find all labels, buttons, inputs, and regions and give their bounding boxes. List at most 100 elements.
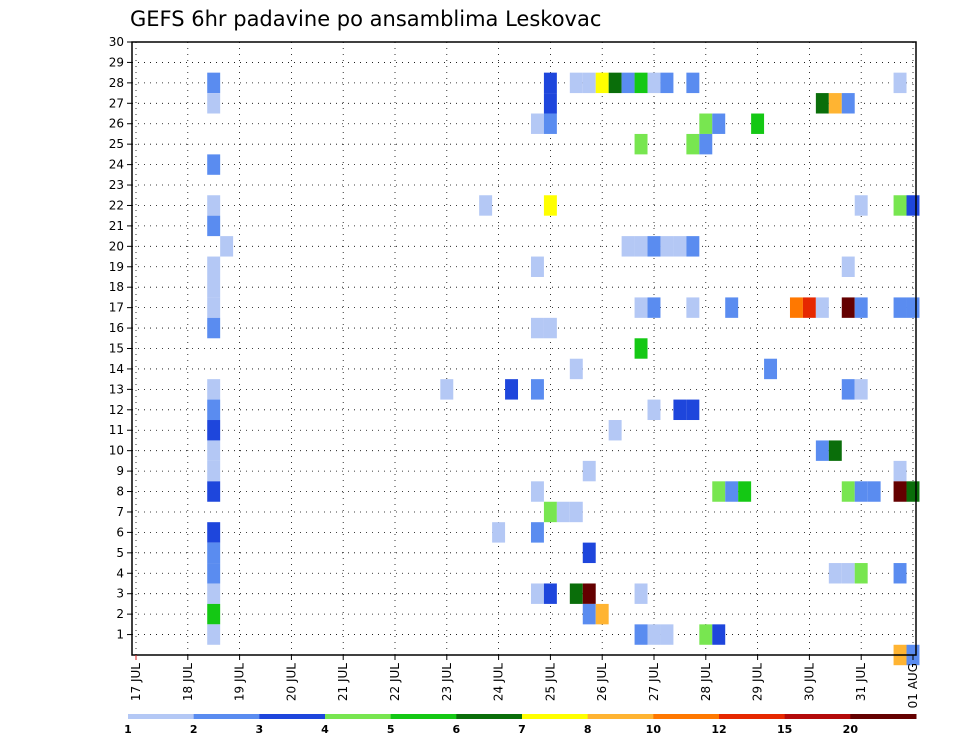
y-tick-label: 27 (109, 96, 124, 110)
heatmap-cell (569, 501, 583, 523)
heatmap-cell (854, 195, 868, 216)
plot-grid (132, 41, 916, 655)
legend-swatch (390, 714, 457, 719)
heatmap-cell (207, 154, 221, 175)
y-tick-label: 7 (116, 505, 124, 519)
y-tick-label: 5 (116, 546, 124, 560)
y-tick-label: 15 (109, 342, 124, 356)
heatmap-cell (530, 113, 544, 134)
heatmap-cell (634, 72, 648, 94)
legend-label: 15 (777, 723, 792, 736)
legend-label: 4 (321, 723, 329, 736)
legend-swatch (850, 714, 917, 719)
heatmap-cell (207, 420, 221, 441)
heatmap-cell (634, 297, 648, 318)
heatmap-cell (751, 113, 765, 134)
x-tick-label: 17 JUL (129, 663, 143, 701)
heatmap-cell (621, 72, 635, 94)
legend-label: 5 (387, 723, 395, 736)
heatmap-cell (686, 236, 700, 257)
heatmap-cell (207, 72, 221, 94)
heatmap-cell (440, 379, 454, 400)
legend-swatch (259, 714, 326, 719)
legend-label: 7 (518, 723, 526, 736)
heatmap-cell (530, 256, 544, 277)
chart-title: GEFS 6hr padavine po ansamblima Leskovac (130, 7, 601, 31)
heatmap-cell (207, 379, 221, 400)
heatmap-cell (543, 113, 557, 134)
y-tick-label: 8 (116, 485, 124, 499)
heatmap-cell (867, 481, 881, 502)
heatmap-cell (207, 297, 221, 318)
heatmap-cell (634, 624, 648, 645)
heatmap-cell (673, 236, 687, 257)
heatmap-cell (906, 297, 920, 318)
legend-label: 3 (256, 723, 264, 736)
heatmap-cell (893, 460, 907, 482)
heatmap-cell (492, 522, 506, 543)
y-tick-label: 20 (109, 239, 124, 253)
heatmap-cell (673, 399, 687, 421)
legend-label: 6 (453, 723, 461, 736)
heatmap-cell (815, 297, 829, 318)
heatmap-cell (207, 93, 221, 114)
y-tick-label: 2 (116, 607, 124, 621)
plot-cells (207, 72, 920, 666)
y-tick-label: 10 (109, 444, 124, 458)
heatmap-cell (712, 113, 726, 134)
legend-swatch (784, 714, 851, 719)
x-tick-label: 28 JUL (699, 663, 713, 701)
heatmap-cell (543, 501, 557, 523)
legend-swatch (193, 714, 260, 719)
legend-label: 20 (843, 723, 859, 736)
y-tick-label: 24 (109, 158, 124, 172)
heatmap-cell (828, 93, 842, 114)
x-tick-label: 19 JUL (233, 663, 247, 701)
y-tick-label: 17 (109, 301, 124, 315)
heatmap-cell (569, 358, 583, 380)
heatmap-cell (530, 317, 544, 339)
heatmap-cell (582, 583, 596, 604)
y-axis-ticks: 1234567891011121314151617181920212223242… (109, 35, 132, 642)
heatmap-cell (647, 72, 661, 94)
heatmap-cell (207, 276, 221, 298)
heatmap-cell (802, 297, 816, 318)
heatmap-cell (582, 460, 596, 482)
x-tick-label: 01 AUG (906, 663, 920, 708)
heatmap-cell (841, 297, 855, 318)
heatmap-cell (854, 563, 868, 584)
heatmap-cell (530, 379, 544, 400)
heatmap-cell (660, 624, 674, 645)
heatmap-cell (543, 93, 557, 114)
legend-swatch (587, 714, 654, 719)
heatmap-cell (634, 338, 648, 359)
x-tick-label: 25 JUL (543, 663, 557, 701)
heatmap-cell (530, 583, 544, 604)
y-tick-label: 22 (109, 198, 124, 212)
heatmap-cell (207, 440, 221, 461)
heatmap-cell (841, 563, 855, 584)
heatmap-cell (725, 481, 739, 502)
heatmap-cell (854, 481, 868, 502)
y-tick-label: 19 (109, 260, 124, 274)
y-tick-label: 14 (109, 362, 124, 376)
heatmap-cell (530, 481, 544, 502)
heatmap-cell (686, 297, 700, 318)
x-tick-label: 22 JUL (388, 663, 402, 701)
heatmap-cell (841, 256, 855, 277)
heatmap-cell (699, 133, 713, 155)
heatmap-cell (789, 297, 803, 318)
heatmap-cell (647, 624, 661, 645)
heatmap-cell (543, 72, 557, 94)
heatmap-cell (854, 379, 868, 400)
y-tick-label: 6 (116, 525, 124, 539)
heatmap-cell (893, 72, 907, 94)
legend-swatch (653, 714, 720, 719)
heatmap-cell (505, 379, 519, 400)
y-tick-label: 1 (116, 628, 124, 642)
heatmap-cell (841, 379, 855, 400)
heatmap-cell (764, 358, 778, 380)
y-tick-label: 23 (109, 178, 124, 192)
heatmap-cell (815, 93, 829, 114)
